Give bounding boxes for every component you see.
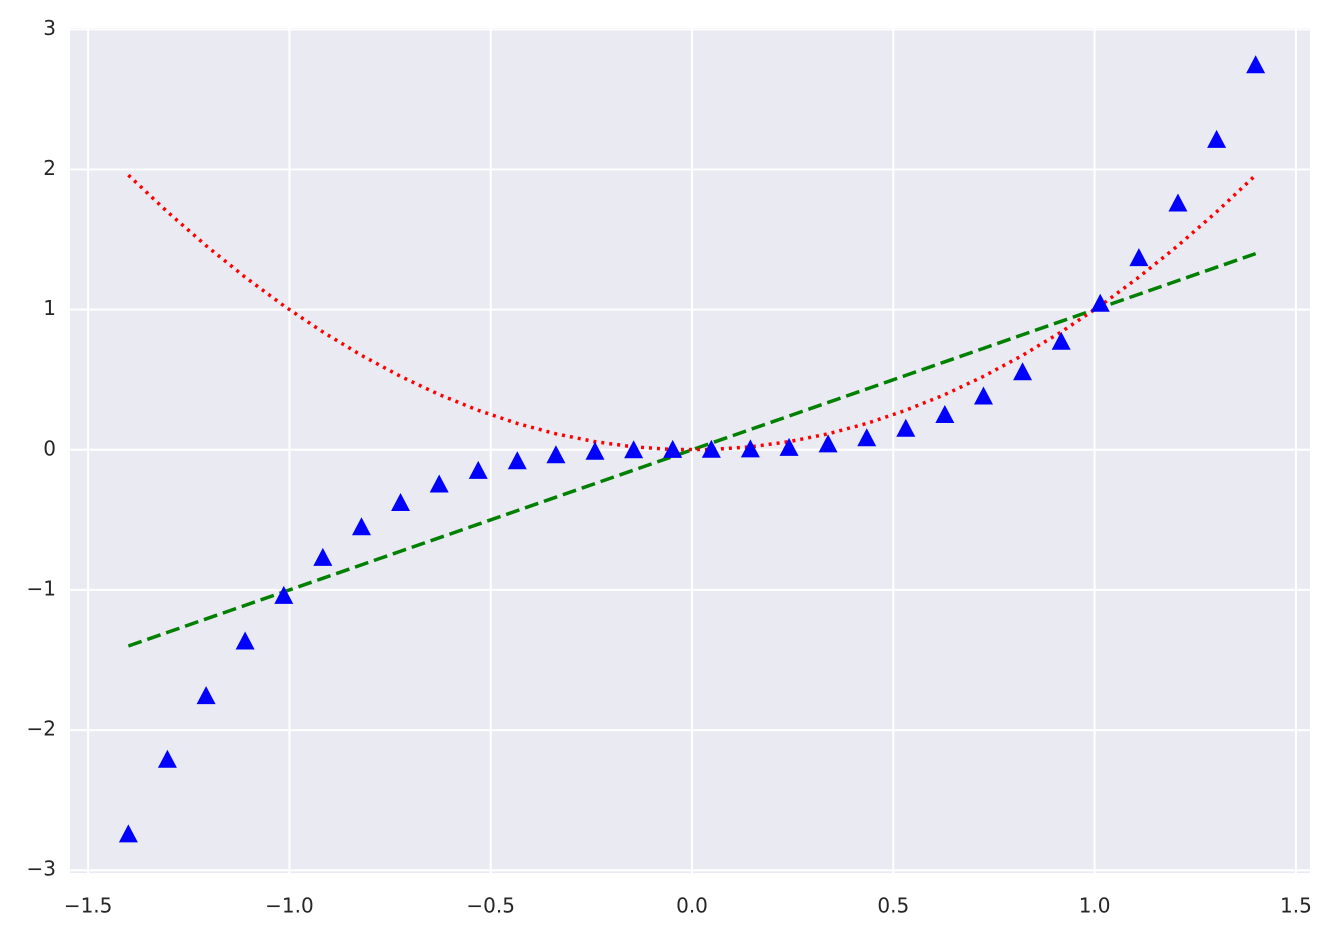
triangle-marker [196, 686, 216, 705]
triangle-marker [351, 517, 371, 536]
triangle-marker [779, 437, 799, 456]
triangle-marker [391, 493, 411, 512]
triangle-marker [896, 418, 916, 437]
triangle-marker [1013, 362, 1033, 381]
triangle-marker [274, 585, 294, 604]
triangle-marker [701, 439, 721, 458]
y-tick-label: −2 [27, 717, 56, 741]
series-line [127, 173, 1257, 452]
triangle-marker [585, 441, 605, 460]
triangle-marker [429, 474, 449, 493]
x-tick-label: 0.5 [877, 894, 909, 918]
triangle-marker [973, 386, 993, 405]
triangle-marker [624, 440, 644, 459]
x-tick-label: −1.0 [265, 894, 314, 918]
y-tick-label: 0 [43, 436, 56, 460]
triangle-marker [663, 439, 683, 458]
y-tick-label: 1 [43, 296, 56, 320]
triangle-marker [1246, 55, 1266, 74]
triangle-marker [313, 547, 333, 566]
triangle-marker [235, 631, 255, 650]
triangle-marker [1090, 293, 1110, 312]
triangle-marker [1168, 193, 1188, 212]
x-tick-label: 0.0 [676, 894, 708, 918]
triangle-marker [157, 749, 177, 768]
y-tick-label: −3 [27, 857, 56, 881]
triangle-marker [740, 439, 760, 458]
triangle-marker [1051, 331, 1071, 350]
triangle-marker [935, 405, 955, 424]
triangle-marker [1129, 248, 1149, 267]
x-tick-label: −0.5 [466, 894, 515, 918]
y-tick-label: 3 [43, 16, 56, 40]
triangle-marker [818, 434, 838, 453]
y-tick-label: −1 [27, 576, 56, 600]
x-tick-label: −1.5 [64, 894, 113, 918]
x-tick-label: 1.0 [1079, 894, 1111, 918]
triangle-marker [118, 824, 138, 843]
y-tick-label: 2 [43, 156, 56, 180]
triangle-marker [1207, 129, 1227, 148]
triangle-marker [468, 460, 488, 479]
triangle-marker [546, 445, 566, 464]
triangle-marker [507, 451, 527, 470]
x-tick-label: 1.5 [1280, 894, 1312, 918]
triangle-marker [857, 428, 877, 447]
